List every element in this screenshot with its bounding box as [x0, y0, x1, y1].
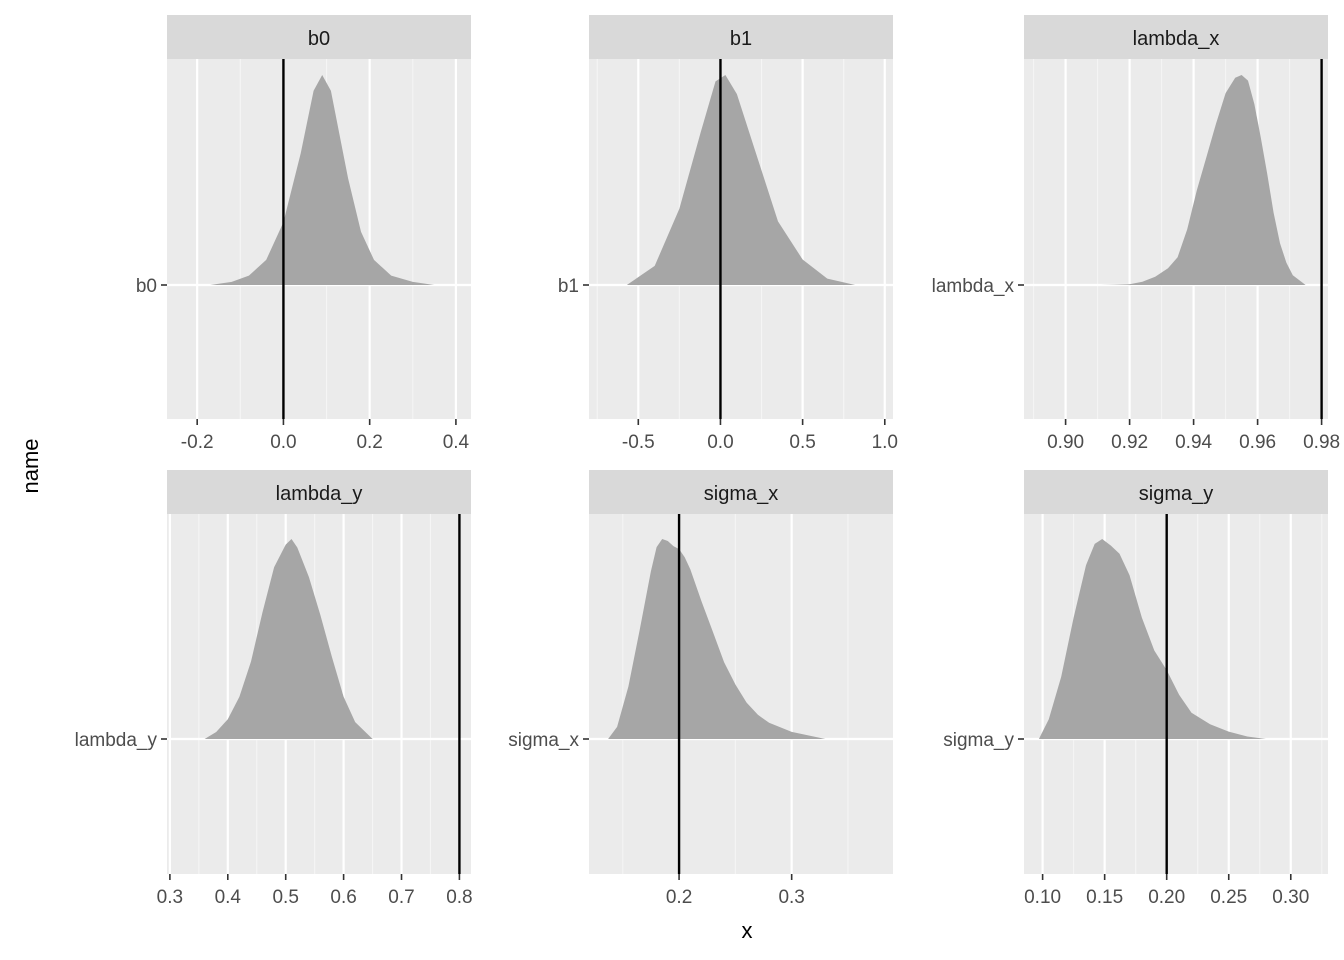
panel-b1: b1 -0.5 0.0 0.5 1.0 b1 — [558, 15, 898, 453]
facet-strip — [1024, 470, 1328, 514]
x-tick-label: 0.94 — [1175, 432, 1212, 453]
facet-strip-label: sigma_y — [1139, 483, 1213, 505]
x-tick-label: 0.10 — [1024, 887, 1061, 908]
x-tick-label: 0.5 — [272, 887, 298, 908]
x-tick-label: 0.2 — [356, 432, 382, 453]
x-tick-label: 0.90 — [1047, 432, 1084, 453]
x-tick-label: 1.0 — [872, 432, 898, 453]
facet-strip — [589, 15, 893, 59]
facet-strip-label: lambda_x — [1133, 28, 1220, 50]
y-tick-label: sigma_x — [508, 730, 579, 751]
panel-b0: b0 -0.2 0.0 0.2 0.4 b0 — [136, 15, 471, 453]
x-tick-label: 0.5 — [789, 432, 815, 453]
y-tick-label: sigma_y — [943, 730, 1014, 751]
x-tick-label: 0.96 — [1239, 432, 1276, 453]
facet-strip-label: lambda_y — [276, 483, 363, 505]
panel-sigma_x: sigma_x 0.2 0.3 sigma_x — [508, 470, 893, 908]
x-tick-label: 0.7 — [388, 887, 414, 908]
x-tick-label: 0.0 — [707, 432, 733, 453]
y-tick-label: lambda_x — [932, 276, 1015, 297]
density-area — [626, 75, 856, 285]
x-tick-label: -0.2 — [181, 432, 214, 453]
x-tick-label: 0.25 — [1210, 887, 1247, 908]
facet-panels: b0 -0.2 0.0 0.2 0.4 b0 b1 -0.5 0.0 0.5 1.0 b1 lambda… — [75, 15, 1340, 908]
y-tick-label: b1 — [558, 276, 579, 297]
x-tick-label: 0.4 — [443, 432, 470, 453]
facet-strip — [167, 470, 471, 514]
x-axis-title: x — [742, 918, 753, 943]
x-tick-label: 0.2 — [666, 887, 692, 908]
density-area — [204, 539, 373, 739]
x-tick-label: 0.98 — [1303, 432, 1340, 453]
x-tick-label: 0.8 — [446, 887, 472, 908]
facet-strip-label: sigma_x — [704, 483, 778, 505]
x-tick-label: 0.15 — [1086, 887, 1123, 908]
panel-lambda_x: lambda_x 0.90 0.92 0.94 0.96 0.98 lambda_x — [932, 15, 1340, 453]
x-tick-label: 0.0 — [270, 432, 296, 453]
panel-sigma_y: sigma_y 0.10 0.15 0.20 0.25 0.30 sigma_y — [943, 470, 1328, 908]
x-tick-label: 0.4 — [215, 887, 242, 908]
x-tick-label: 0.92 — [1111, 432, 1148, 453]
density-area — [210, 75, 435, 285]
x-tick-label: -0.5 — [622, 432, 655, 453]
density-area — [1100, 75, 1306, 285]
facet-strip — [1024, 15, 1328, 59]
facet-strip-label: b0 — [308, 28, 330, 50]
facet-strip-label: b1 — [730, 28, 752, 50]
x-tick-label: 0.3 — [157, 887, 183, 908]
x-tick-label: 0.20 — [1148, 887, 1185, 908]
density-area — [608, 539, 826, 739]
panel-lambda_y: lambda_y 0.3 0.4 0.5 0.6 0.7 0.8 lambda_y — [75, 470, 473, 908]
x-tick-label: 0.3 — [778, 887, 804, 908]
facet-strip — [167, 15, 471, 59]
x-tick-label: 0.6 — [330, 887, 356, 908]
y-tick-label: b0 — [136, 276, 157, 297]
y-axis-title: name — [18, 438, 43, 493]
x-tick-label: 0.30 — [1272, 887, 1309, 908]
density-area — [1038, 539, 1266, 739]
y-tick-label: lambda_y — [75, 730, 158, 751]
panel-background — [1024, 59, 1328, 419]
facet-strip — [589, 470, 893, 514]
